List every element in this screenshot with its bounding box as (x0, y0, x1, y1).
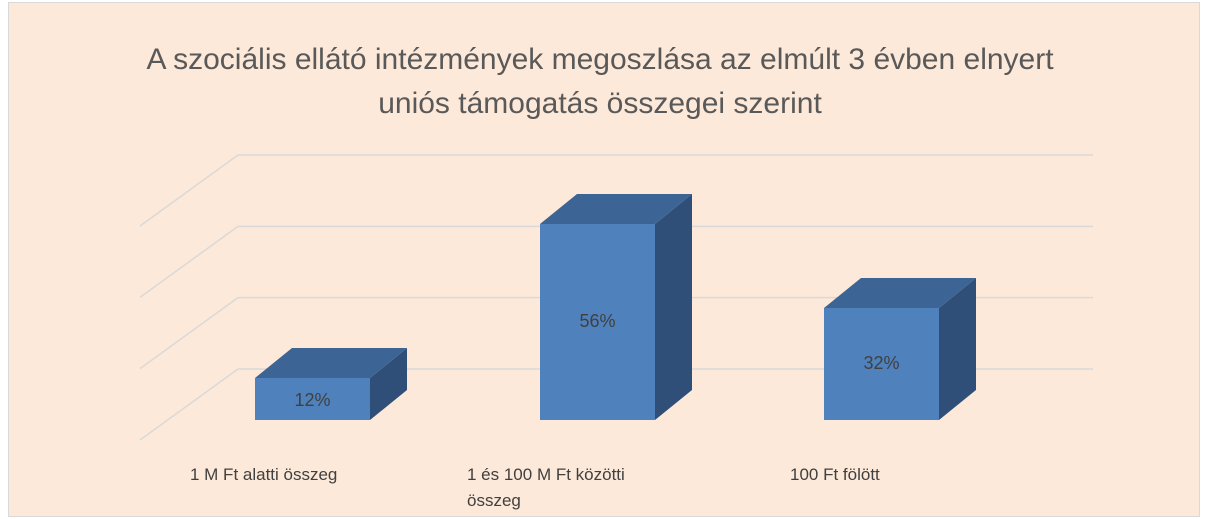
grid-line (139, 368, 239, 441)
chart-title: A szociális ellátó intézmények megoszlás… (146, 43, 1054, 120)
data-label: 12% (294, 390, 330, 410)
bar-side (939, 278, 976, 420)
grid-line (139, 297, 239, 370)
bar-top (824, 278, 976, 308)
bar (824, 308, 939, 420)
data-label: 56% (579, 311, 615, 331)
x-tick-label: 1 M Ft alatti összeg (190, 465, 338, 484)
data-label: 32% (863, 353, 899, 373)
grid-line (139, 225, 239, 298)
bar (540, 224, 655, 420)
bar (255, 378, 370, 420)
grid-line (139, 154, 239, 227)
bar-side (655, 194, 692, 420)
bar-top (540, 194, 692, 224)
bar-side (370, 348, 407, 420)
x-tick-label: 1 és 100 M Ft közötti összeg (467, 465, 625, 510)
x-tick-label: 100 Ft fölött (790, 465, 880, 484)
bar-top (255, 348, 407, 378)
